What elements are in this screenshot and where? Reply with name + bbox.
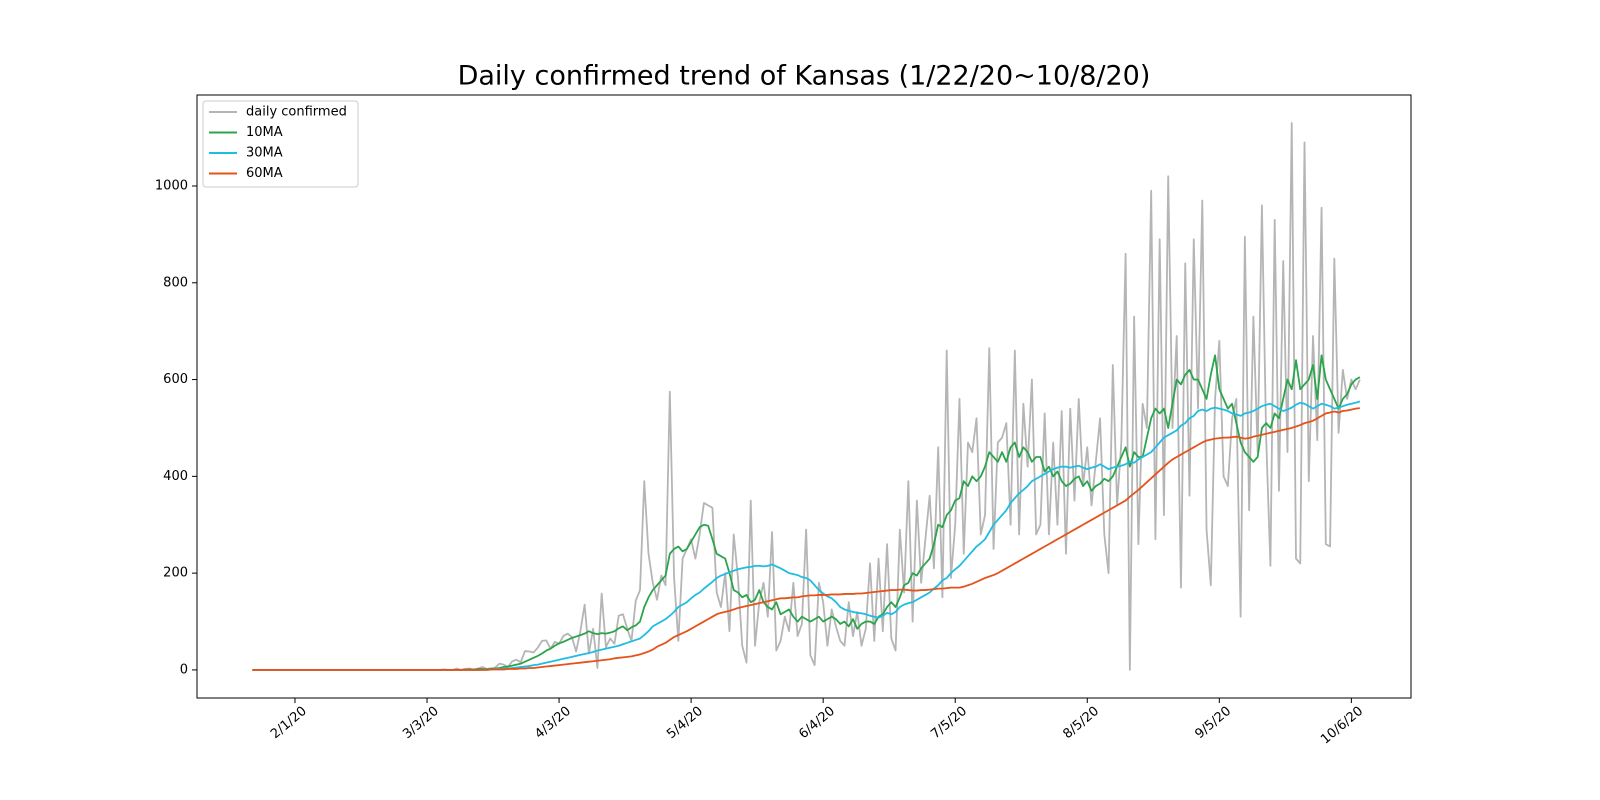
plot-frame: [196, 94, 1412, 699]
legend-label: 60MA: [246, 166, 283, 181]
y-tick-label: 200: [163, 566, 188, 581]
legend-label: daily confirmed: [246, 105, 347, 120]
y-tick-label: 0: [180, 662, 188, 677]
legend-box: [202, 100, 359, 188]
y-tick-label: 600: [163, 372, 188, 387]
y-tick-label: 1000: [155, 178, 188, 193]
chart-title: Daily confirmed trend of Kansas (1/22/20…: [458, 61, 1151, 92]
legend-label: 10MA: [246, 125, 283, 140]
y-tick-label: 800: [163, 275, 188, 290]
legend-label: 30MA: [246, 146, 283, 161]
series-line: [252, 407, 1360, 671]
y-tick-label: 400: [163, 469, 188, 484]
plot-area: [252, 122, 1361, 671]
legend: daily confirmed 10MA 30MA 60MA: [202, 100, 359, 188]
